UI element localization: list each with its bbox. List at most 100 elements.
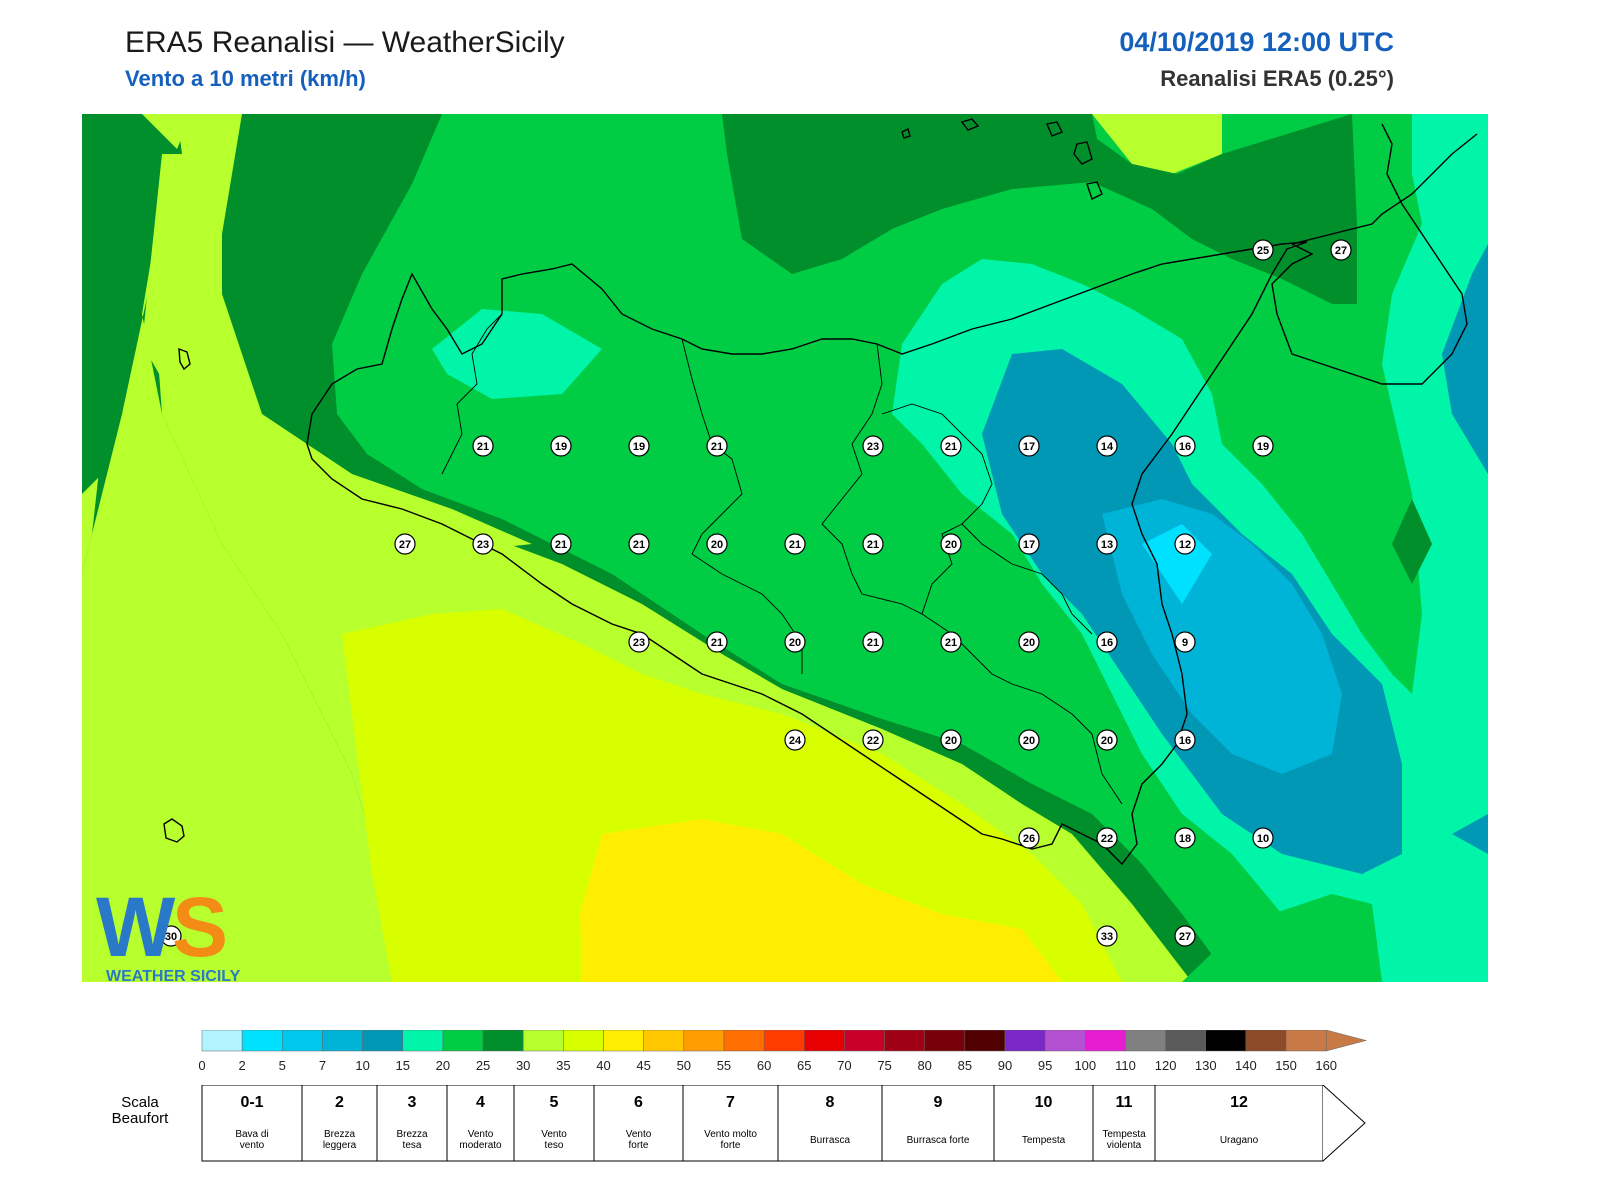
station-value: 22: [867, 735, 879, 747]
colorbar-cell: [844, 1030, 885, 1052]
beaufort-number: 10: [1035, 1094, 1053, 1111]
station-value: 19: [555, 441, 567, 453]
colorbar-tick: 150: [1275, 1058, 1297, 1073]
station-value: 16: [1101, 637, 1113, 649]
colorbar-tick: 7: [319, 1058, 326, 1073]
station-marker: 14: [1096, 435, 1118, 457]
station-value: 27: [1179, 931, 1191, 943]
colorbar-cell: [1044, 1030, 1086, 1052]
colorbar-cell: [402, 1030, 444, 1052]
colorbar-tick: 60: [757, 1058, 771, 1073]
colorbar-tick: 30: [516, 1058, 530, 1073]
station-value: 16: [1179, 441, 1191, 453]
station-value: 19: [1257, 441, 1269, 453]
station-value: 30: [165, 931, 177, 943]
colorbar-tick: 160: [1315, 1058, 1337, 1073]
beaufort-class: 11 Tempesta violenta: [1092, 1085, 1156, 1162]
colorbar-cell: [241, 1030, 283, 1052]
beaufort-desc: Bava di vento: [235, 1129, 268, 1151]
station-marker: 33: [1096, 925, 1118, 947]
colorbar-arrow: [1325, 1030, 1368, 1052]
station-marker: 19: [1252, 435, 1274, 457]
beaufort-desc: Vento teso: [541, 1129, 567, 1151]
station-value: 33: [1101, 931, 1113, 943]
station-marker: 21: [940, 631, 962, 653]
beaufort-class: 0-1 Bava di vento: [201, 1085, 303, 1162]
station-marker: 21: [706, 631, 728, 653]
beaufort-number: 8: [826, 1094, 835, 1111]
station-value: 21: [867, 637, 879, 649]
colorbar-cell: [1245, 1030, 1287, 1052]
station-value: 22: [1101, 833, 1113, 845]
station-value: 21: [477, 441, 489, 453]
colorbar-tick: 25: [476, 1058, 490, 1073]
station-markers: 21 19 19 21 23 21 17 14 16 19 27 23 21 21 20 21 21 20 17 13…: [160, 239, 1352, 947]
station-marker: 27: [1330, 239, 1352, 261]
beaufort-class: 5 Vento teso: [513, 1085, 595, 1162]
station-value: 14: [1101, 441, 1114, 453]
station-value: 21: [945, 637, 957, 649]
station-value: 19: [633, 441, 645, 453]
station-marker: 9: [1174, 631, 1196, 653]
beaufort-class: 2 Brezza leggera: [301, 1085, 378, 1162]
station-marker: 19: [550, 435, 572, 457]
station-marker: 25: [1252, 239, 1274, 261]
beaufort-class: 6 Vento forte: [593, 1085, 684, 1162]
station-marker: 20: [706, 533, 728, 555]
colorbar-cell: [1165, 1030, 1206, 1052]
beaufort-class: 8 Burrasca: [777, 1085, 883, 1162]
beaufort-number: 0-1: [240, 1094, 263, 1111]
colorbar-cell: [482, 1030, 524, 1052]
colorbar-cell: [522, 1030, 564, 1052]
station-marker: 20: [1096, 729, 1118, 751]
station-value: 21: [633, 539, 645, 551]
station-marker: 23: [628, 631, 650, 653]
coastline: [163, 118, 1478, 866]
colorbar-tick: 2: [239, 1058, 246, 1073]
colorbar-cell: [1125, 1030, 1166, 1052]
colorbar-tick: 40: [596, 1058, 610, 1073]
station-marker: 21: [628, 533, 650, 555]
beaufort-desc: Tempesta: [1022, 1135, 1066, 1146]
station-value: 21: [711, 441, 723, 453]
station-value: 21: [945, 441, 957, 453]
colorbar-cell: [201, 1030, 243, 1052]
colorbar-tick: 70: [837, 1058, 851, 1073]
colorbar-tick: 5: [279, 1058, 286, 1073]
beaufort-class: 4 Vento moderato: [446, 1085, 515, 1162]
colorbar-cell: [723, 1030, 765, 1052]
beaufort-label: Scala: [121, 1094, 159, 1111]
colorbar-cell: [563, 1030, 604, 1052]
beaufort-label-2: Beaufort: [112, 1110, 170, 1127]
station-marker: 21: [472, 435, 494, 457]
beaufort-class: 7 Vento molto forte: [682, 1085, 779, 1162]
station-marker: 13: [1096, 533, 1118, 555]
station-marker: 21: [784, 533, 806, 555]
data-source: Reanalisi ERA5 (0.25°): [1160, 66, 1394, 91]
station-marker: 27: [394, 533, 416, 555]
beaufort-number: 12: [1230, 1094, 1248, 1111]
station-marker: 12: [1174, 533, 1196, 555]
station-marker: 21: [706, 435, 728, 457]
station-marker: 21: [550, 533, 572, 555]
station-marker: 17: [1018, 533, 1040, 555]
station-value: 20: [711, 539, 723, 551]
colorbar-cell: [1004, 1030, 1046, 1052]
beaufort-desc: Brezza tesa: [396, 1129, 428, 1151]
beaufort-cells: 0-1 Bava di vento 2 Brezza leggera 3 Brezza tesa…: [201, 1085, 1366, 1162]
beaufort-class: 9 Burrasca forte: [881, 1085, 995, 1162]
station-value: 23: [477, 539, 489, 551]
station-value: 20: [945, 735, 957, 747]
station-marker: 16: [1174, 729, 1196, 751]
colorbar-cell: [442, 1030, 484, 1052]
wind-speed-colorbar: 0 2 5 7 10 15 20 25 30 35 40 45 50 55 60 65 70 75 80 85 90 95…: [198, 1030, 1368, 1073]
station-marker: 20: [1018, 729, 1040, 751]
station-value: 17: [1023, 539, 1035, 551]
province-borders: [441, 279, 1123, 805]
station-value: 16: [1179, 735, 1191, 747]
colorbar-tick: 35: [556, 1058, 570, 1073]
beaufort-number: 2: [335, 1094, 344, 1111]
station-marker: 18: [1174, 827, 1196, 849]
station-value: 26: [1023, 833, 1035, 845]
colorbar-cell: [804, 1030, 845, 1052]
